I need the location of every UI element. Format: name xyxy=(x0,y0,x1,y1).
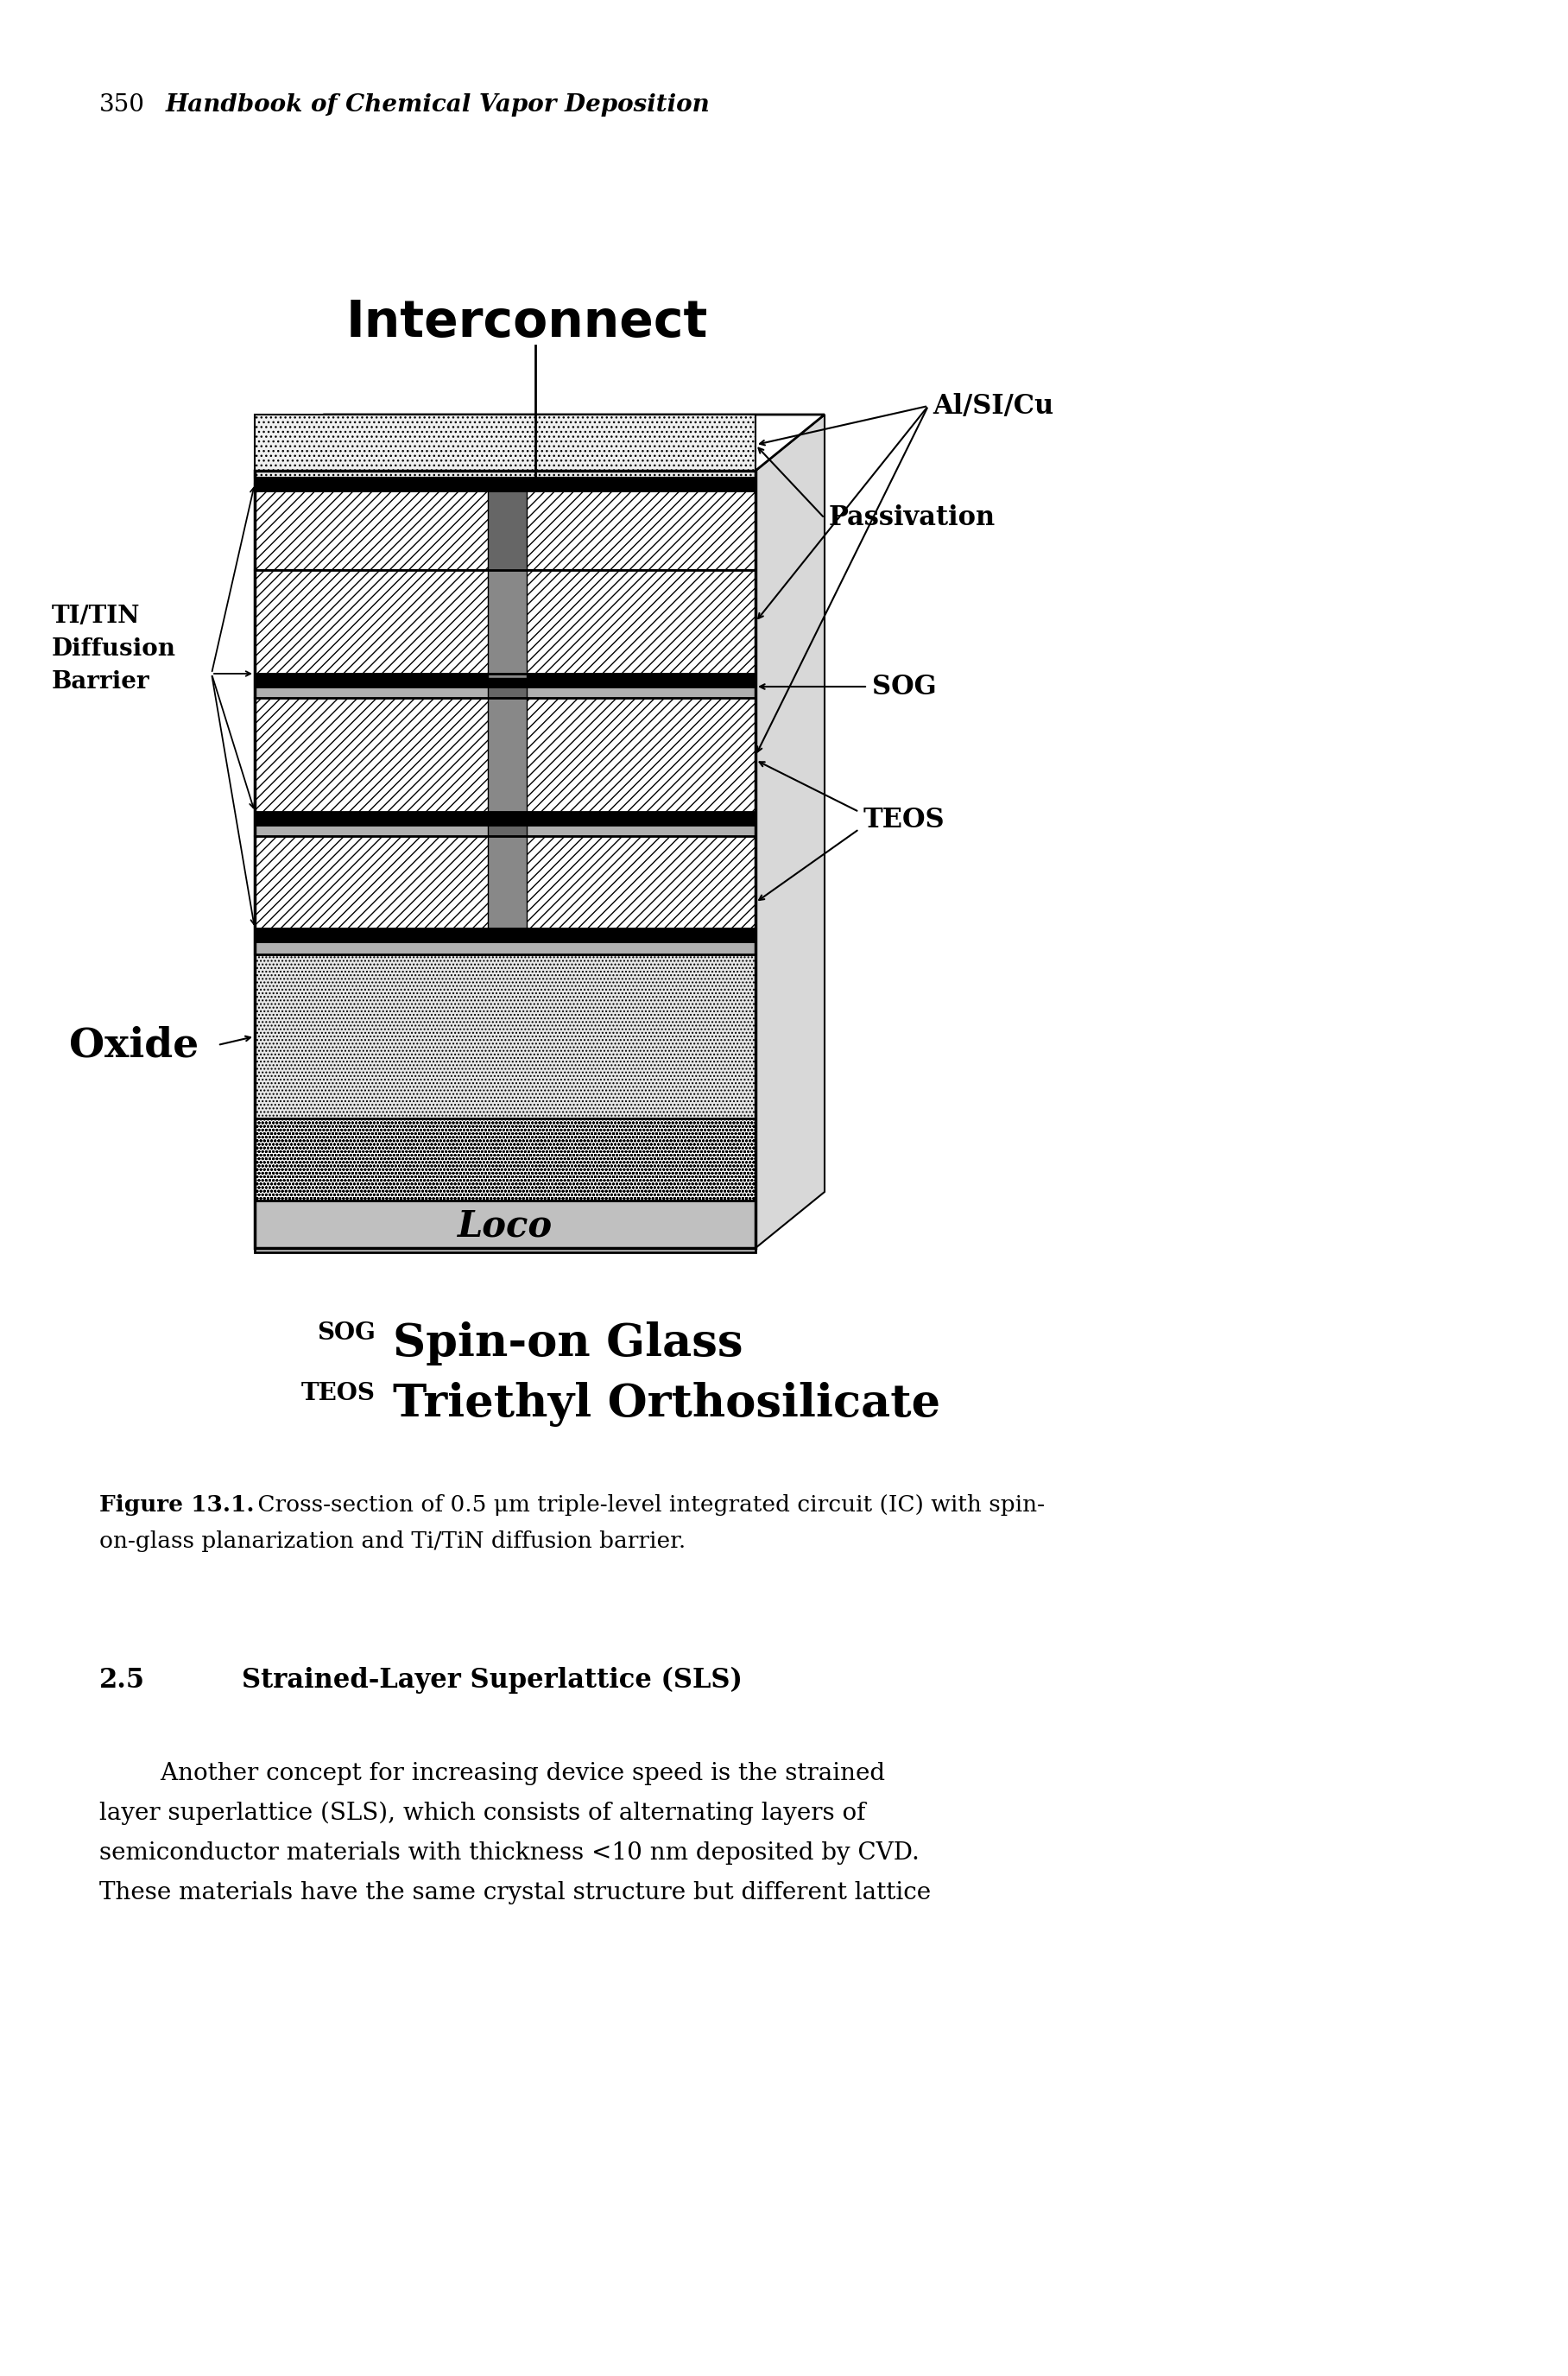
Text: Spin-on Glass: Spin-on Glass xyxy=(394,1321,743,1366)
Text: semiconductor materials with thickness <10 nm deposited by CVD.: semiconductor materials with thickness <… xyxy=(99,1841,919,1865)
Polygon shape xyxy=(756,413,825,1247)
Polygon shape xyxy=(254,677,756,699)
Text: 350: 350 xyxy=(99,93,146,116)
Text: TI/TIN: TI/TIN xyxy=(52,604,140,627)
Text: Handbook of Chemical Vapor Deposition: Handbook of Chemical Vapor Deposition xyxy=(166,93,710,116)
Polygon shape xyxy=(254,478,756,489)
Polygon shape xyxy=(254,675,756,687)
Polygon shape xyxy=(254,699,756,836)
Polygon shape xyxy=(488,699,527,813)
Polygon shape xyxy=(254,955,756,1119)
Text: Barrier: Barrier xyxy=(52,670,151,694)
Text: Passivation: Passivation xyxy=(829,504,996,532)
Polygon shape xyxy=(254,413,825,470)
Polygon shape xyxy=(254,934,756,955)
Text: Another concept for increasing device speed is the strained: Another concept for increasing device sp… xyxy=(99,1763,884,1784)
Text: Strained-Layer Superlattice (SLS): Strained-Layer Superlattice (SLS) xyxy=(241,1668,742,1694)
Text: Interconnect: Interconnect xyxy=(345,297,707,347)
Polygon shape xyxy=(254,929,756,941)
Polygon shape xyxy=(254,570,756,699)
Text: Figure 13.1.: Figure 13.1. xyxy=(99,1495,254,1516)
Polygon shape xyxy=(254,485,756,570)
Text: layer superlattice (SLS), which consists of alternating layers of: layer superlattice (SLS), which consists… xyxy=(99,1801,866,1825)
Text: Al/SI/Cu: Al/SI/Cu xyxy=(933,392,1054,418)
Text: SOG: SOG xyxy=(872,672,936,701)
Polygon shape xyxy=(254,1200,756,1252)
Polygon shape xyxy=(254,1119,756,1200)
Text: SOG: SOG xyxy=(317,1321,376,1345)
Text: TEOS: TEOS xyxy=(864,808,946,834)
Polygon shape xyxy=(488,836,527,929)
Polygon shape xyxy=(254,813,756,824)
Polygon shape xyxy=(254,413,756,478)
Text: Triethyl Orthosilicate: Triethyl Orthosilicate xyxy=(394,1383,941,1428)
Text: Loco: Loco xyxy=(458,1209,552,1245)
Text: Cross-section of 0.5 μm triple-level integrated circuit (IC) with spin-: Cross-section of 0.5 μm triple-level int… xyxy=(251,1495,1044,1516)
Text: These materials have the same crystal structure but different lattice: These materials have the same crystal st… xyxy=(99,1882,931,1906)
Polygon shape xyxy=(488,489,527,570)
Text: 2.5: 2.5 xyxy=(99,1668,146,1694)
Text: Oxide: Oxide xyxy=(69,1024,199,1064)
Polygon shape xyxy=(488,570,527,677)
Text: TEOS: TEOS xyxy=(301,1383,376,1404)
Polygon shape xyxy=(488,824,527,836)
Polygon shape xyxy=(488,687,527,699)
Polygon shape xyxy=(254,817,756,836)
Text: on-glass planarization and Ti/TiN diffusion barrier.: on-glass planarization and Ti/TiN diffus… xyxy=(99,1530,685,1552)
Polygon shape xyxy=(254,836,756,955)
Text: Diffusion: Diffusion xyxy=(52,637,176,661)
